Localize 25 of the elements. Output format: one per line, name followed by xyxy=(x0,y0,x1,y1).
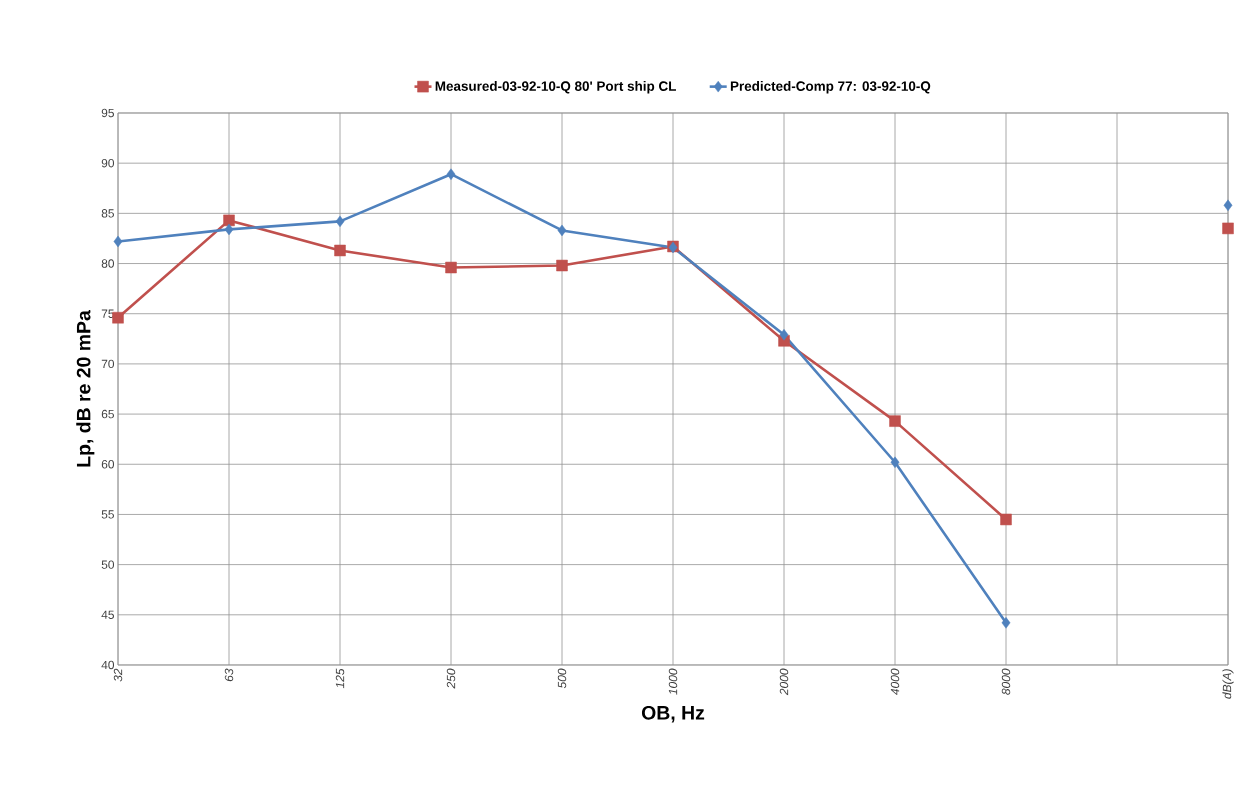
x-tick-label: 63 xyxy=(224,668,234,682)
x-tick-label: 250 xyxy=(446,668,456,689)
y-tick-label: 65 xyxy=(101,409,114,419)
legend-label: Predicted-Comp 77: 03-92-10-Q xyxy=(730,81,931,94)
y-tick-label: 40 xyxy=(101,660,115,670)
y-tick-label: 60 xyxy=(101,460,115,469)
y-tick-label: 95 xyxy=(101,108,114,118)
x-tick-label: 1000 xyxy=(668,668,678,695)
x-tick-label: 4000 xyxy=(890,668,900,696)
y-tick-label: 55 xyxy=(101,510,114,519)
x-tick-label: 8000 xyxy=(1001,668,1011,695)
y-axis-title: Lp, dB re 20 mPa xyxy=(76,310,95,467)
y-tick-label: 70 xyxy=(101,359,115,369)
x-tick-label: 500 xyxy=(557,668,567,689)
y-tick-label: 50 xyxy=(101,560,115,569)
x-tick-label: 2000 xyxy=(779,668,789,696)
y-tick-label: 80 xyxy=(101,259,115,268)
legend-label: Measured-03-92-10-Q 80' Port ship CL xyxy=(435,81,676,94)
x-tick-label: 125 xyxy=(335,668,345,689)
y-tick-label: 45 xyxy=(101,610,114,619)
x-tick-label: dB(A) xyxy=(1222,669,1234,699)
x-tick-label: 32 xyxy=(113,668,123,682)
y-tick-label: 90 xyxy=(101,158,115,168)
x-axis-title: OB, Hz xyxy=(641,705,705,723)
y-tick-label: 85 xyxy=(101,209,114,218)
